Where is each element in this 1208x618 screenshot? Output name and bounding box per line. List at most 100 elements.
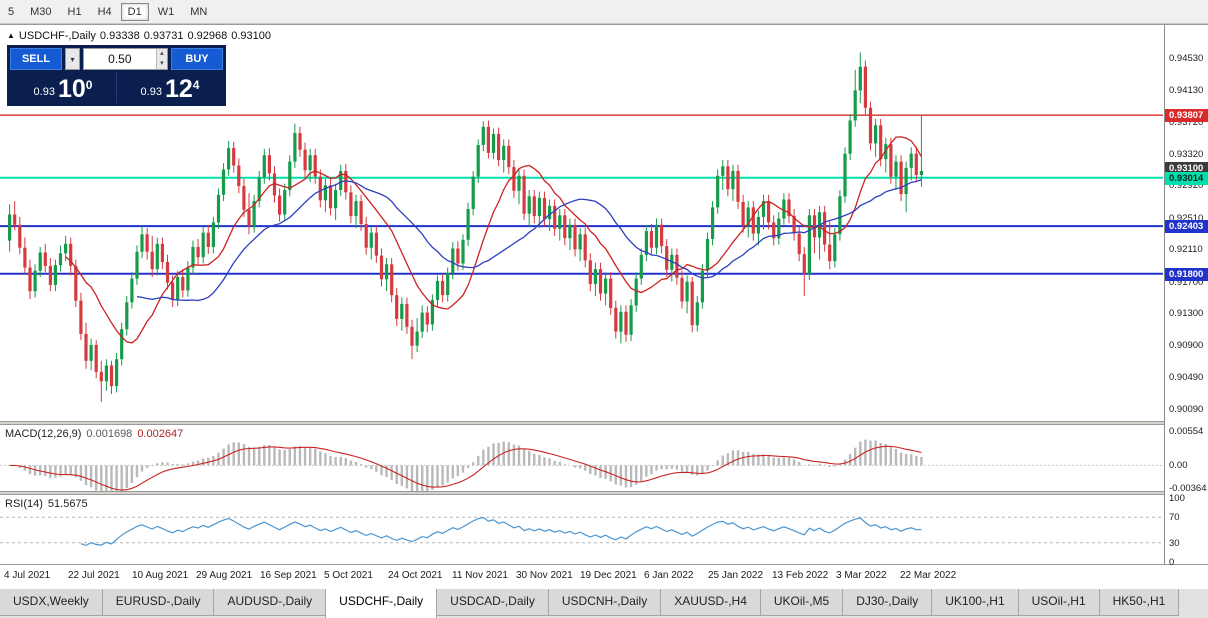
one-click-trading-panel: SELL ▾ ▴ ▾ BUY 0.93100 — [7, 45, 226, 106]
sell-button[interactable]: SELL — [10, 48, 62, 70]
rsi-axis-label: 70 — [1169, 512, 1180, 524]
sell-price-pip: 0 — [85, 78, 93, 92]
price-tick: 0.92510 — [1169, 212, 1204, 224]
price-tick: 0.90490 — [1169, 372, 1204, 384]
ohlc-low: 0.92968 — [187, 30, 228, 42]
ohlc-open: 0.93338 — [99, 30, 140, 42]
symbol-marker-icon: ▲ — [7, 31, 15, 40]
rsi-label: RSI(14) — [5, 498, 43, 510]
tf-button-d1[interactable]: D1 — [120, 2, 149, 21]
timeframe-toolbar: 5 M30 H1 H4 D1 W1 MN — [0, 0, 1208, 24]
volume-spinner: ▴ ▾ — [155, 49, 167, 69]
date-axis[interactable]: 4 Jul 2021 22 Jul 2021 10 Aug 2021 29 Aug 2… — [0, 564, 1208, 589]
tf-button-m30[interactable]: M30 — [23, 3, 58, 21]
chart-tab-bar: USDX,Weekly EURUSD-,Daily AUDUSD-,Daily USD… — [0, 588, 1208, 618]
macd-value-signal: 0.002647 — [137, 428, 184, 440]
sell-price-small: 0.93 — [33, 86, 55, 98]
date-label: 3 Mar 2022 — [836, 570, 887, 581]
tab-usdx-weekly[interactable]: USDX,Weekly — [0, 589, 103, 616]
volume-dropdown-button[interactable]: ▾ — [65, 48, 80, 70]
buy-price-big: 12 — [164, 75, 193, 103]
macd-canvas[interactable] — [0, 425, 1163, 491]
rsi-value: 51.5675 — [47, 498, 88, 510]
price-tick: 0.91300 — [1169, 308, 1204, 320]
date-label: 30 Nov 2021 — [516, 570, 573, 581]
price-tick: 0.94530 — [1169, 53, 1204, 64]
price-tick: 0.92110 — [1169, 244, 1203, 256]
tf-button-w1[interactable]: W1 — [151, 3, 182, 21]
tab-usdchf-daily[interactable]: USDCHF-,Daily — [325, 589, 438, 618]
buy-button[interactable]: BUY — [171, 48, 223, 70]
price-tick: 0.91700 — [1169, 276, 1204, 288]
tab-dj30-daily[interactable]: DJ30-,Daily — [842, 589, 933, 616]
tab-xauusd-h4[interactable]: XAUUSD-,H4 — [660, 589, 761, 616]
ohlc-high: 0.93731 — [143, 30, 184, 42]
date-label: 5 Oct 2021 — [324, 570, 373, 581]
rsi-header: RSI(14) 51.5675 — [5, 498, 88, 510]
price-level-label: 0.92403 — [1165, 220, 1208, 234]
main-chart-canvas[interactable] — [0, 25, 1163, 421]
tf-button-5[interactable]: 5 — [1, 3, 21, 21]
rsi-axis-label: 30 — [1169, 537, 1180, 549]
rsi-axis-label: 0 — [1169, 557, 1175, 568]
rsi-axis-label: 100 — [1169, 493, 1185, 504]
price-tick: 0.94130 — [1169, 84, 1204, 96]
date-label: 22 Jul 2021 — [68, 570, 120, 581]
price-level-label: 0.91800 — [1165, 267, 1208, 281]
price-level-label: 0.93100 — [1165, 162, 1208, 176]
macd-axis-label: 0.00554 — [1169, 426, 1204, 437]
macd-panel: MACD(12,26,9) 0.001698 0.002647 — [0, 425, 1163, 491]
tab-hk50-h1[interactable]: HK50-,H1 — [1098, 589, 1180, 616]
price-tick: 0.93720 — [1169, 117, 1204, 129]
tab-eurusd-daily[interactable]: EURUSD-,Daily — [101, 589, 215, 616]
sell-price-display[interactable]: 0.93 10 0 — [10, 72, 116, 103]
tf-button-h4[interactable]: H4 — [91, 3, 119, 21]
macd-value-main: 0.001698 — [86, 428, 133, 440]
price-tick: 0.90900 — [1169, 339, 1204, 351]
volume-input[interactable] — [84, 49, 156, 69]
rsi-canvas[interactable] — [0, 495, 1163, 564]
buy-price-small: 0.93 — [140, 86, 162, 98]
tab-ukoil-m5[interactable]: UKOil-,M5 — [759, 589, 844, 616]
macd-header: MACD(12,26,9) 0.001698 0.002647 — [5, 428, 183, 440]
volume-down-arrow[interactable]: ▾ — [156, 59, 167, 69]
sell-price-big: 10 — [57, 75, 86, 103]
tf-button-h1[interactable]: H1 — [61, 3, 89, 21]
panel-splitter[interactable] — [0, 491, 1208, 495]
price-chart-panel: ▲ USDCHF-,Daily 0.93338 0.93731 0.92968 0.931… — [0, 25, 1163, 421]
tab-uk100-h1[interactable]: UK100-,H1 — [931, 589, 1019, 616]
tab-usoil-h1[interactable]: USOil-,H1 — [1017, 589, 1100, 616]
rsi-panel: RSI(14) 51.5675 — [0, 495, 1163, 564]
buy-price-display[interactable]: 0.93 12 4 — [116, 72, 223, 103]
panel-splitter[interactable] — [0, 421, 1208, 425]
buy-price-pip: 4 — [192, 78, 200, 92]
date-label: 16 Sep 2021 — [260, 570, 317, 581]
chart-symbol-name: USDCHF-,Daily — [18, 30, 96, 42]
date-label: 4 Jul 2021 — [4, 570, 51, 581]
date-label: 29 Aug 2021 — [196, 570, 253, 581]
price-tick: 0.92920 — [1169, 180, 1204, 192]
date-label: 11 Nov 2021 — [452, 570, 508, 581]
tab-usdcnh-daily[interactable]: USDCNH-,Daily — [547, 589, 662, 616]
tab-usdcad-daily[interactable]: USDCAD-,Daily — [436, 589, 549, 616]
price-tick: 0.90090 — [1169, 404, 1204, 415]
date-label: 25 Jan 2022 — [708, 570, 764, 581]
chart-ohlc-header: ▲ USDCHF-,Daily 0.93338 0.93731 0.92968 0.931… — [7, 30, 275, 42]
macd-axis-label: -0.00364 — [1169, 483, 1207, 494]
ohlc-close: 0.93100 — [231, 30, 271, 42]
price-level-label: 0.93014 — [1165, 171, 1208, 185]
tf-button-mn[interactable]: MN — [183, 3, 214, 21]
price-level-label: 0.93807 — [1165, 109, 1208, 123]
volume-box: ▴ ▾ — [83, 48, 168, 70]
date-label: 6 Jan 2022 — [644, 570, 694, 581]
date-label: 13 Feb 2022 — [772, 570, 829, 581]
price-axis[interactable]: 0.94530 0.94130 0.93720 0.93320 0.92920 0.925… — [1164, 25, 1208, 568]
date-label: 10 Aug 2021 — [132, 570, 189, 581]
volume-up-arrow[interactable]: ▴ — [156, 49, 167, 59]
macd-label: MACD(12,26,9) — [5, 428, 82, 440]
date-label: 19 Dec 2021 — [580, 570, 637, 581]
chart-window: ▲ USDCHF-,Daily 0.93338 0.93731 0.92968 0.931… — [0, 24, 1208, 589]
price-tick: 0.93320 — [1169, 148, 1204, 160]
tab-audusd-daily[interactable]: AUDUSD-,Daily — [213, 589, 327, 616]
